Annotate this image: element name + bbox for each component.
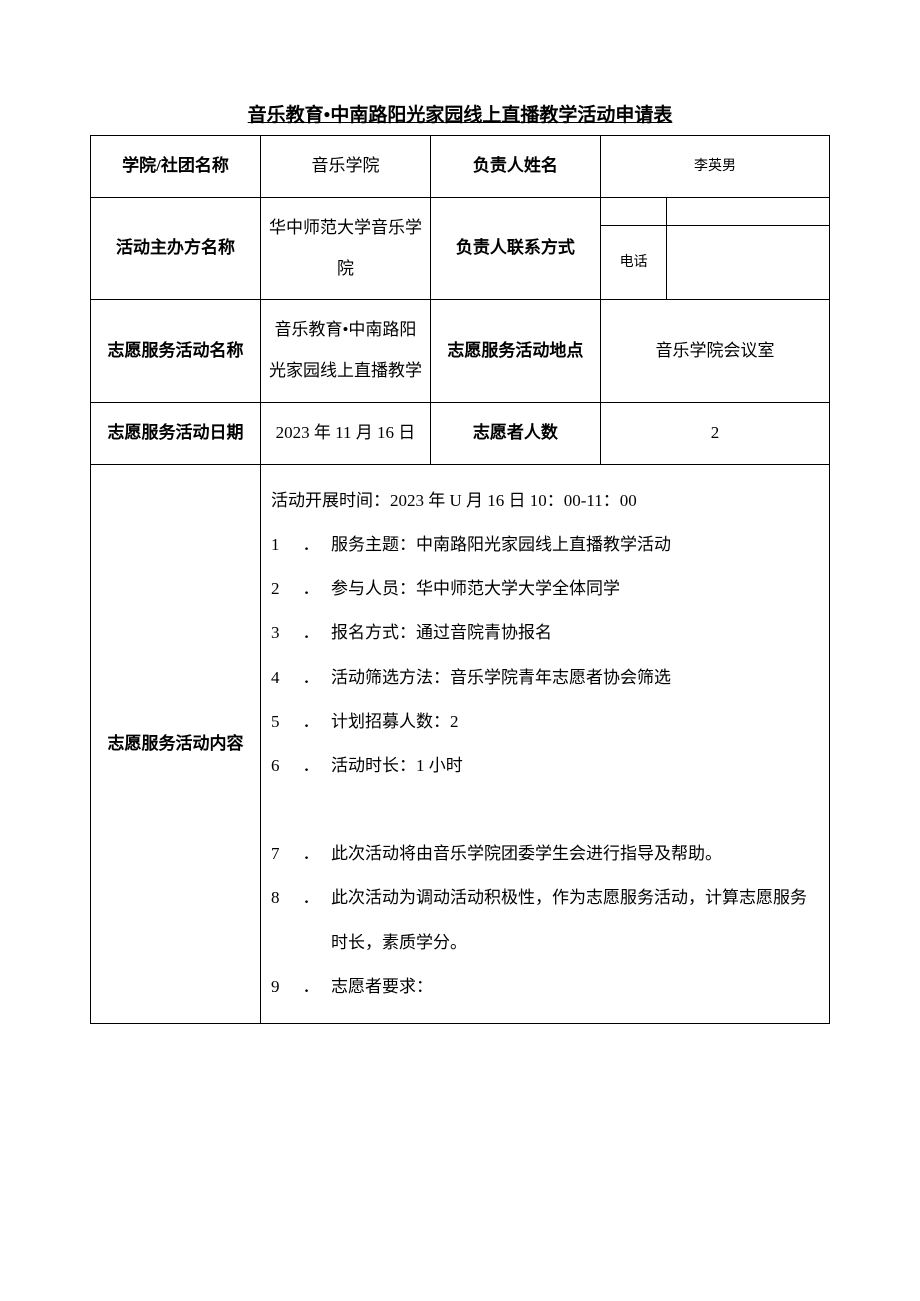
item-dot: ． [291, 876, 331, 920]
item-number: 6 [271, 744, 291, 788]
value-volunteer-count: 2 [600, 402, 829, 464]
item-dot: ． [291, 523, 331, 567]
item-dot: ． [291, 567, 331, 611]
item-text: 服务主题：中南路阳光家园线上直播教学活动 [331, 523, 819, 567]
item-text: 活动时长：1 小时 [331, 744, 819, 788]
label-volunteer-count: 志愿者人数 [430, 402, 600, 464]
table-row: 志愿服务活动日期 2023 年 11 月 16 日 志愿者人数 2 [91, 402, 830, 464]
contact-blank-cell [600, 197, 667, 226]
content-item: 7 ． 此次活动将由音乐学院团委学生会进行指导及帮助。 [271, 832, 819, 876]
item-number: 1 [271, 523, 291, 567]
table-row: 志愿服务活动内容 活动开展时间：2023 年 U 月 16 日 10：00-11… [91, 464, 830, 1023]
label-activity-location: 志愿服务活动地点 [430, 300, 600, 403]
content-item: 1 ． 服务主题：中南路阳光家园线上直播教学活动 [271, 523, 819, 567]
item-number: 2 [271, 567, 291, 611]
item-number: 7 [271, 832, 291, 876]
label-organizer: 活动主办方名称 [91, 197, 261, 300]
item-number: 5 [271, 700, 291, 744]
value-activity-location: 音乐学院会议室 [600, 300, 829, 403]
item-text: 报名方式：通过音院青协报名 [331, 611, 819, 655]
value-organizer: 华中师范大学音乐学院 [260, 197, 430, 300]
content-item: 2 ． 参与人员：华中师范大学大学全体同学 [271, 567, 819, 611]
item-text: 此次活动为调动活动积极性，作为志愿服务活动，计算志愿服务时长，素质学分。 [331, 876, 819, 964]
item-text: 志愿者要求： [331, 965, 819, 1009]
item-text: 活动筛选方法：音乐学院青年志愿者协会筛选 [331, 656, 819, 700]
item-number: 9 [271, 965, 291, 1009]
value-activity-date: 2023 年 11 月 16 日 [260, 402, 430, 464]
item-dot: ． [291, 700, 331, 744]
content-item: 6 ． 活动时长：1 小时 [271, 744, 819, 788]
item-dot: ． [291, 744, 331, 788]
label-phone: 电话 [600, 226, 667, 300]
item-number: 3 [271, 611, 291, 655]
label-activity-name: 志愿服务活动名称 [91, 300, 261, 403]
contact-blank-value [667, 197, 830, 226]
label-activity-content: 志愿服务活动内容 [91, 464, 261, 1023]
application-form-table: 学院/社团名称 音乐学院 负责人姓名 李英男 活动主办方名称 华中师范大学音乐学… [90, 135, 830, 1024]
content-item: 8 ． 此次活动为调动活动积极性，作为志愿服务活动，计算志愿服务时长，素质学分。 [271, 876, 819, 964]
table-row: 学院/社团名称 音乐学院 负责人姓名 李英男 [91, 136, 830, 198]
item-dot: ． [291, 611, 331, 655]
value-activity-name: 音乐教育•中南路阳光家园线上直播教学 [260, 300, 430, 403]
table-row: 志愿服务活动名称 音乐教育•中南路阳光家园线上直播教学 志愿服务活动地点 音乐学… [91, 300, 830, 403]
content-intro: 活动开展时间：2023 年 U 月 16 日 10：00-11：00 [271, 479, 819, 523]
item-number: 8 [271, 876, 291, 920]
item-text: 参与人员：华中师范大学大学全体同学 [331, 567, 819, 611]
label-leader-contact: 负责人联系方式 [430, 197, 600, 300]
content-item: 9 ． 志愿者要求： [271, 965, 819, 1009]
value-college: 音乐学院 [260, 136, 430, 198]
item-dot: ． [291, 832, 331, 876]
content-item: 4 ． 活动筛选方法：音乐学院青年志愿者协会筛选 [271, 656, 819, 700]
item-text: 计划招募人数：2 [331, 700, 819, 744]
value-leader-name: 李英男 [600, 136, 829, 198]
label-college: 学院/社团名称 [91, 136, 261, 198]
table-row: 活动主办方名称 华中师范大学音乐学院 负责人联系方式 [91, 197, 830, 226]
label-activity-date: 志愿服务活动日期 [91, 402, 261, 464]
document-title: 音乐教育•中南路阳光家园线上直播教学活动申请表 [90, 100, 830, 127]
item-text: 此次活动将由音乐学院团委学生会进行指导及帮助。 [331, 832, 819, 876]
content-item: 5 ． 计划招募人数：2 [271, 700, 819, 744]
label-leader-name: 负责人姓名 [430, 136, 600, 198]
item-number: 4 [271, 656, 291, 700]
value-phone [667, 226, 830, 300]
content-item: 3 ． 报名方式：通过音院青协报名 [271, 611, 819, 655]
activity-content-cell: 活动开展时间：2023 年 U 月 16 日 10：00-11：00 1 ． 服… [260, 464, 829, 1023]
item-dot: ． [291, 656, 331, 700]
item-dot: ． [291, 965, 331, 1009]
